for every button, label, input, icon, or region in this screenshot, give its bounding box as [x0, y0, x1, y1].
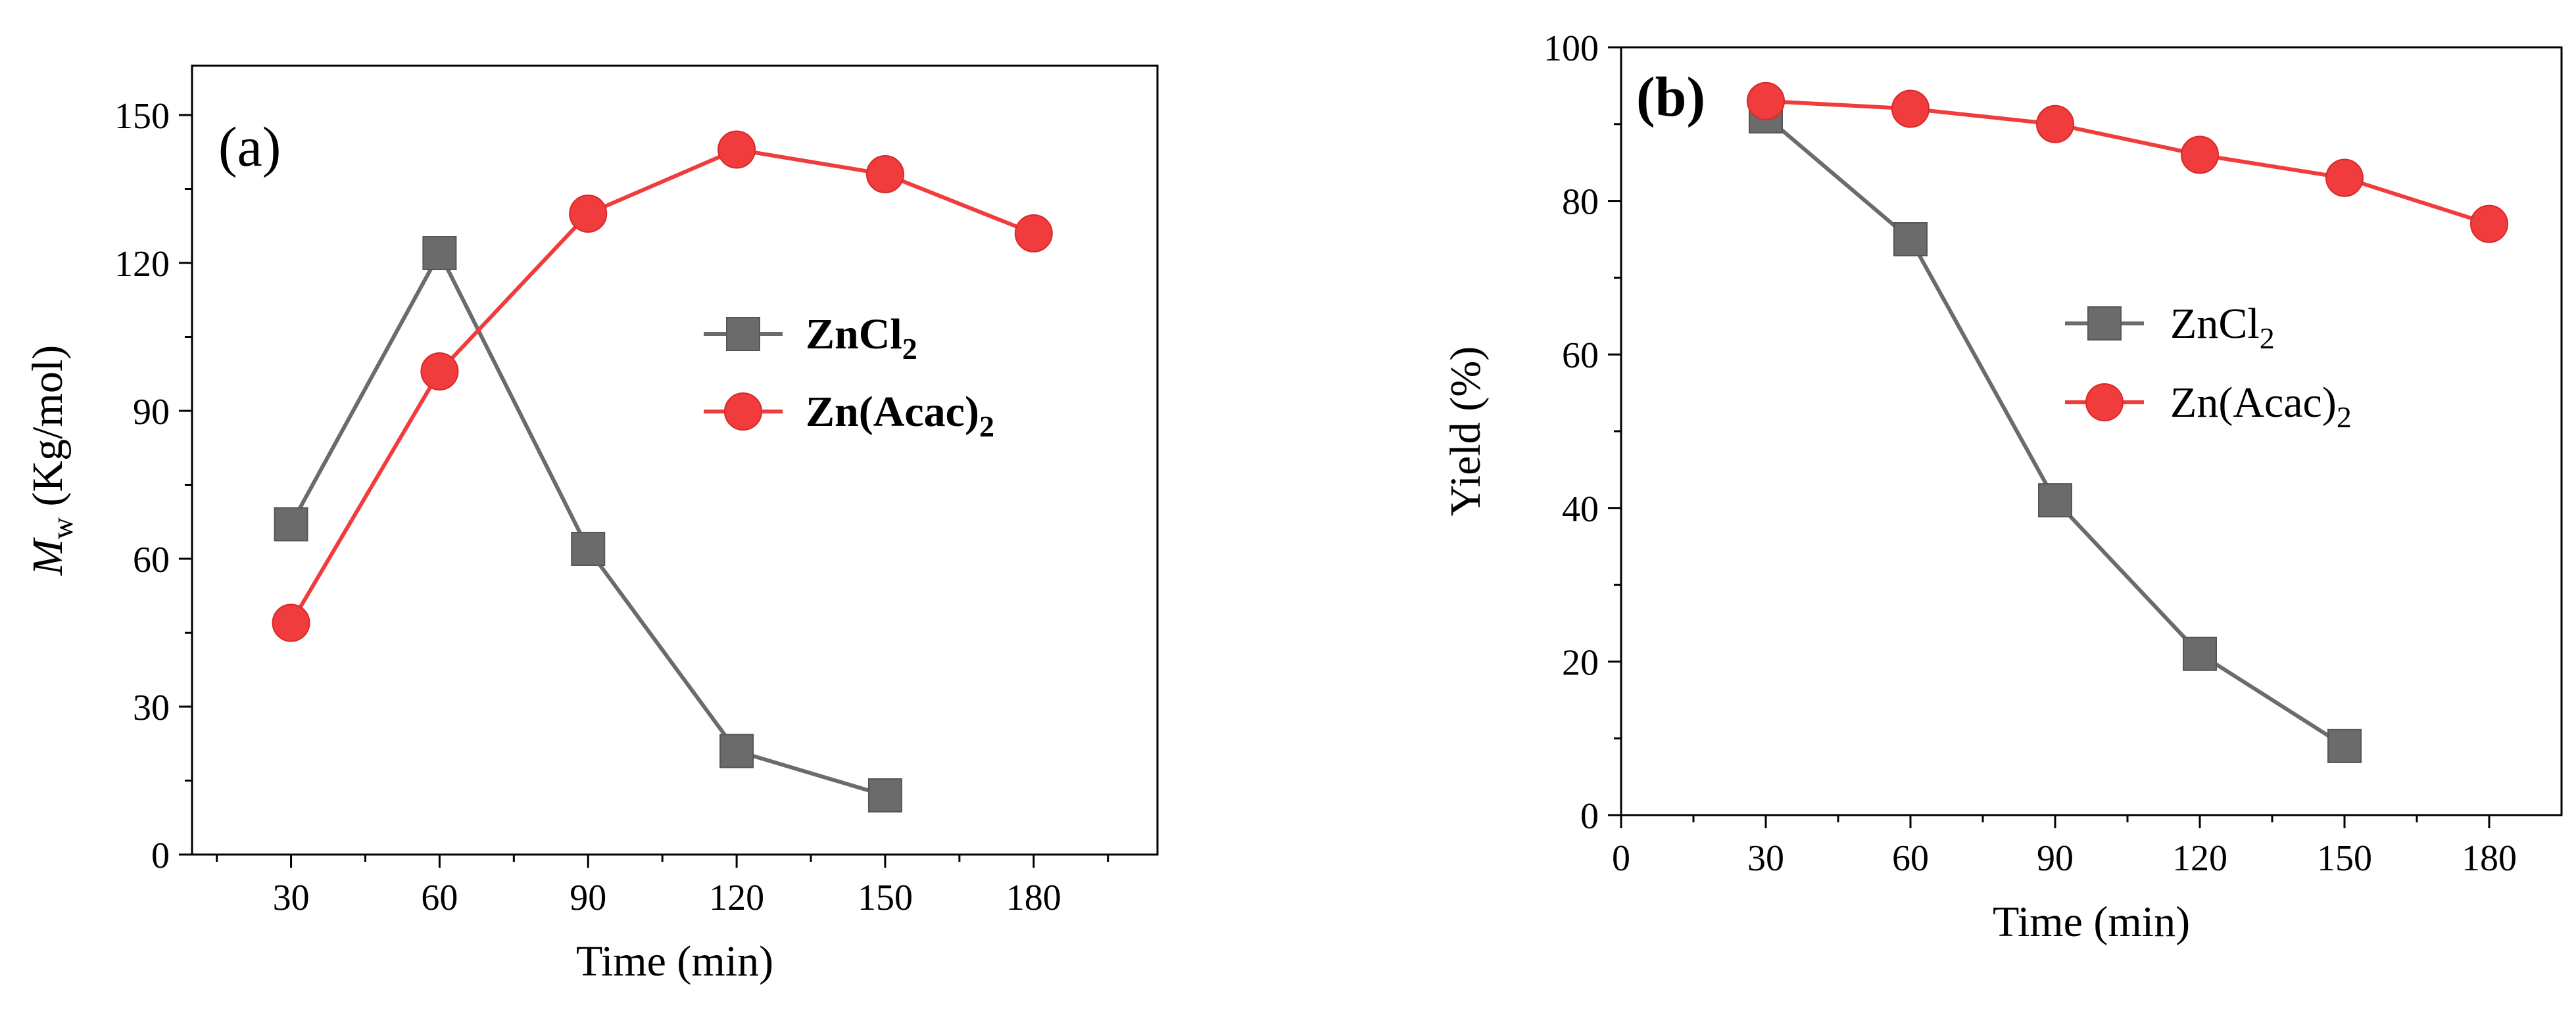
x-tick-label: 60 [421, 878, 458, 918]
y-tick-label: 0 [151, 835, 170, 876]
y-tick-label: 100 [1543, 28, 1599, 69]
data-point-square [2327, 728, 2362, 763]
legend-label: ZnCl2 [2170, 300, 2275, 355]
y-tick-label: 40 [1562, 489, 1599, 530]
y-tick-label: 60 [133, 540, 170, 580]
series-line [1765, 99, 2490, 226]
x-tick-label: 90 [2037, 838, 2074, 879]
x-tick-label: 180 [1006, 878, 1061, 918]
series-line [289, 147, 1034, 624]
x-tick-label: 150 [858, 878, 913, 918]
y-tick-label: 0 [1580, 796, 1599, 837]
data-point-square [1893, 222, 1928, 256]
data-point-circle [1747, 82, 1785, 120]
y-axis-label: Yield (%) [1442, 346, 1490, 516]
y-axis-label: Mw (Kg/mol) [24, 345, 79, 576]
plot-frame [1620, 46, 2563, 816]
x-axis-label: Time (min) [576, 937, 773, 985]
data-point-square [719, 734, 754, 768]
legend-label: Zn(Acac)2 [806, 388, 994, 443]
plot-frame [191, 64, 1159, 856]
data-point-square [2038, 483, 2072, 518]
x-tick-label: 60 [1892, 838, 1929, 879]
legend-label: ZnCl2 [806, 310, 917, 365]
chart-panel-a: 30 60 90 120 150 180 0 30 60 90 120 150 Time (min) Mw… [24, 64, 1159, 985]
data-point-circle [420, 352, 459, 390]
data-point-circle [2470, 204, 2508, 243]
series-line [289, 248, 886, 797]
series-line [1764, 114, 2346, 748]
x-tick-label: 120 [2172, 838, 2227, 879]
data-point-circle [865, 155, 904, 193]
y-tick-label: 30 [133, 688, 170, 728]
chart-panel-b: 0 30 60 90 120 150 180 0 20 40 60 80 100 Time (min) Yi… [1442, 28, 2563, 946]
x-tick-label: 180 [2462, 838, 2517, 879]
data-point-square [571, 532, 606, 566]
legend-label: Zn(Acac)2 [2170, 379, 2352, 434]
y-tick-label: 90 [133, 392, 170, 433]
data-point-square [867, 778, 902, 812]
series-zn-acac2: Zn(Acac)2 [272, 130, 1053, 642]
series-zn-acac2: Zn(Acac)2 [1747, 82, 2508, 434]
y-tick-label: 80 [1562, 182, 1599, 223]
series-zncl2: ZnCl2 [1749, 99, 2362, 763]
data-point-circle [1014, 214, 1053, 252]
data-point-square [2183, 636, 2217, 671]
x-tick-label: 30 [1747, 838, 1784, 879]
panel-label: (a) [218, 115, 281, 178]
data-point-circle [2036, 105, 2074, 143]
data-point-square [422, 236, 457, 270]
panel-label: (b) [1636, 65, 1705, 128]
data-point-circle [2181, 135, 2219, 174]
data-point-circle [272, 603, 310, 642]
legend-marker-circle [2085, 383, 2124, 421]
x-axis-label: Time (min) [1993, 898, 2190, 946]
y-tick-label: 150 [114, 96, 170, 137]
x-tick-label: 90 [570, 878, 606, 918]
x-tick-label: 0 [1612, 838, 1630, 879]
legend-marker-circle [724, 392, 762, 431]
legend-marker-square [2087, 306, 2122, 341]
legend-marker-square [726, 317, 760, 351]
y-tick-label: 60 [1562, 335, 1599, 376]
x-tick-label: 150 [2317, 838, 2372, 879]
data-point-circle [717, 130, 756, 169]
y-tick-label: 120 [114, 244, 170, 285]
x-tick-label: 120 [709, 878, 764, 918]
data-point-circle [2325, 158, 2364, 197]
y-tick-label: 20 [1562, 642, 1599, 683]
x-tick-label: 30 [273, 878, 310, 918]
data-point-circle [1891, 89, 1930, 128]
series-zncl2: ZnCl2 [274, 236, 917, 812]
data-point-square [274, 507, 308, 542]
data-point-circle [569, 195, 608, 233]
